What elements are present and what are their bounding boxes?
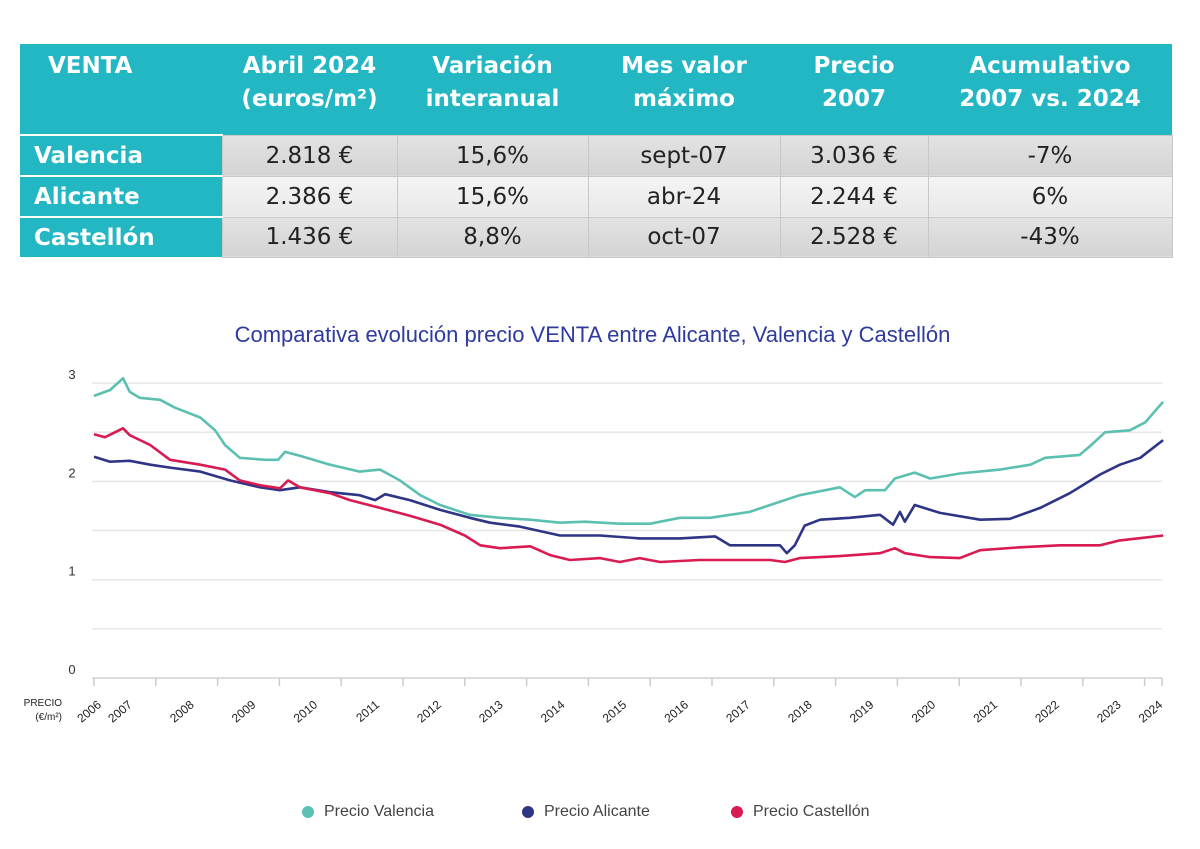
column-header-line: Variación [432, 53, 553, 79]
legend-dot-icon [731, 806, 743, 818]
series-line-precio-castellón [93, 427, 1164, 564]
x-tick-label: 2015 [600, 697, 630, 725]
column-header: Abril 2024 (euros/m²) [222, 44, 397, 135]
cell-price: 2.386 € [221, 175, 398, 218]
cell-price-2007: 2.244 € [779, 175, 929, 218]
column-header: Mes valor máximo [588, 44, 780, 135]
cell-price: 1.436 € [221, 216, 398, 258]
x-tick-label: 2013 [476, 697, 506, 725]
table-row: Valencia 2.818 €15,6% sept-07 3.036 € -7% [20, 134, 1173, 177]
x-tick-label: 2016 [662, 697, 692, 725]
column-header: Acumulativo 2007 vs. 2024 [928, 44, 1172, 135]
series-line-precio-alicante [93, 439, 1164, 555]
cell-price-2007: 3.036 € [779, 134, 929, 177]
x-tick-label: 2012 [414, 697, 444, 725]
chart-title: Comparativa evolución precio VENTA entre… [234, 322, 951, 347]
x-tick-label: 2007 [105, 697, 135, 725]
x-tick-label: 2020 [909, 697, 939, 725]
x-tick-label: 2019 [847, 697, 877, 725]
x-tick-label: 2010 [291, 697, 321, 725]
y-tick-label: 2 [68, 465, 75, 480]
cell-variation: 15,6% [396, 134, 589, 177]
y-axis-label: PRECIO [24, 698, 63, 709]
x-tick-label: 2014 [538, 697, 568, 725]
column-header-line: interanual [425, 86, 560, 112]
cell-variation: 15,6% [396, 175, 589, 218]
cell-max-month: sept-07 [587, 134, 781, 177]
cell-price-2007: 2.528 € [779, 216, 929, 258]
table-row: Alicante 2.386 €15,6% abr-24 2.244 €6% [20, 175, 1173, 218]
x-tick-label: 2017 [723, 697, 753, 725]
column-header-line: Precio [813, 53, 895, 79]
series-line-precio-valencia [93, 376, 1165, 525]
row-city: Valencia [20, 134, 222, 176]
column-header-line: (euros/m²) [241, 86, 378, 112]
column-header-line: VENTA [48, 53, 133, 79]
row-city: Alicante [20, 175, 222, 217]
legend-label: Precio Valencia [324, 803, 434, 820]
column-header: Precio 2007 [780, 44, 928, 135]
legend-item: Precio Valencia [302, 803, 434, 821]
x-tick-label: 2008 [167, 697, 197, 725]
line-chart: 0 1 2 3 2006 2007 2008 2009 2010 2011 2012 2013 2014… [24, 367, 1166, 725]
legend-dot-icon [522, 806, 534, 818]
legend-item: Precio Castellón [731, 803, 870, 821]
cell-max-month: oct-07 [587, 216, 781, 258]
legend-dot-icon [302, 806, 314, 818]
cell-cumulative: -7% [927, 134, 1173, 177]
column-header-line: máximo [633, 86, 735, 112]
x-tick-label: 2023 [1094, 697, 1124, 725]
column-header: Variación interanual [397, 44, 588, 135]
legend-label: Precio Alicante [544, 803, 650, 820]
column-header-line: 2007 vs. 2024 [959, 86, 1141, 112]
cell-cumulative: -43% [927, 216, 1173, 258]
y-axis-label: (€/m²) [35, 712, 62, 723]
cell-cumulative: 6% [927, 175, 1173, 218]
price-summary-table: VENTA Abril 2024 (euros/m²) Variación intera… [20, 44, 1173, 258]
legend-item: Precio Alicante [522, 803, 650, 821]
legend-label: Precio Castellón [753, 803, 870, 820]
column-header: VENTA [20, 44, 222, 135]
y-tick-label: 1 [68, 564, 75, 579]
x-tick-label: 2022 [1032, 697, 1062, 725]
column-header-line: 2007 [821, 86, 886, 112]
y-tick-label: 3 [68, 367, 75, 382]
cell-price: 2.818 € [221, 134, 398, 177]
column-header-line: Acumulativo [969, 53, 1131, 79]
cell-max-month: abr-24 [587, 175, 781, 218]
x-tick-label: 2009 [229, 697, 259, 725]
table-row: Castellón 1.436 €8,8% oct-07 2.528 € -43% [20, 216, 1173, 258]
x-tick-label: 2024 [1136, 697, 1166, 725]
x-tick-label: 2018 [785, 697, 815, 725]
cell-variation: 8,8% [396, 216, 589, 258]
x-tick-label: 2011 [353, 697, 382, 725]
y-tick-label: 0 [68, 662, 75, 677]
x-tick-label: 2006 [74, 697, 104, 725]
row-city: Castellón [20, 216, 222, 257]
column-header-line: Abril 2024 [242, 53, 377, 79]
x-tick-label: 2021 [971, 697, 1001, 725]
column-header-line: Mes valor [621, 53, 747, 79]
